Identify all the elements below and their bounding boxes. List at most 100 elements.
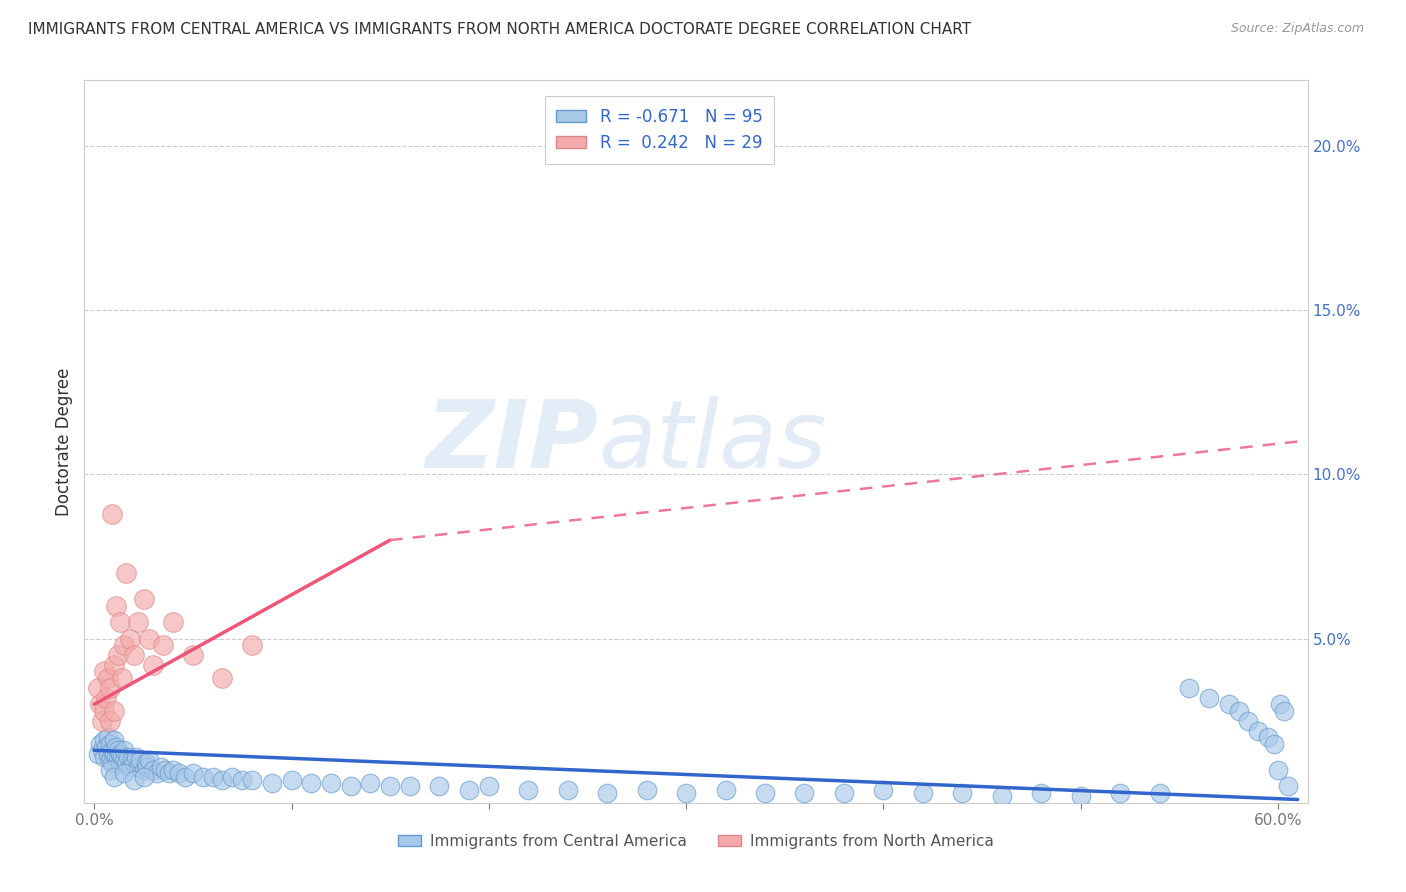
Text: ZIP: ZIP: [425, 395, 598, 488]
Point: [1109, 786, 1132, 800]
Point: [146, 766, 169, 780]
Point: [1268, 698, 1291, 712]
Point: [127, 615, 149, 630]
Point: [399, 780, 422, 794]
Point: [94, 739, 117, 754]
Point: [1227, 704, 1250, 718]
Point: [112, 638, 135, 652]
Point: [872, 782, 894, 797]
Point: [103, 770, 125, 784]
Point: [174, 770, 197, 784]
Point: [260, 776, 283, 790]
Point: [221, 770, 243, 784]
Point: [201, 770, 224, 784]
Point: [111, 749, 134, 764]
Point: [339, 780, 361, 794]
Point: [101, 756, 124, 771]
Point: [1277, 780, 1299, 794]
Point: [128, 753, 150, 767]
Point: [94, 690, 117, 705]
Point: [1149, 786, 1171, 800]
Point: [136, 760, 159, 774]
Point: [112, 753, 135, 767]
Point: [132, 763, 155, 777]
Point: [138, 753, 160, 767]
Point: [93, 665, 115, 679]
Point: [87, 747, 110, 761]
Point: [111, 671, 134, 685]
Legend: Immigrants from Central America, Immigrants from North America: Immigrants from Central America, Immigra…: [391, 826, 1001, 856]
Point: [167, 766, 190, 780]
Point: [87, 681, 110, 695]
Point: [181, 648, 204, 662]
Point: [104, 749, 127, 764]
Point: [108, 756, 131, 771]
Point: [714, 782, 737, 797]
Point: [832, 786, 855, 800]
Point: [211, 772, 233, 787]
Point: [754, 786, 776, 800]
Point: [93, 749, 115, 764]
Point: [118, 632, 141, 646]
Point: [240, 638, 263, 652]
Point: [97, 730, 120, 744]
Point: [359, 776, 381, 790]
Point: [132, 770, 155, 784]
Point: [104, 739, 127, 754]
Point: [97, 671, 120, 685]
Point: [121, 753, 143, 767]
Point: [98, 714, 121, 728]
Point: [135, 756, 157, 771]
Point: [1237, 714, 1260, 728]
Point: [1218, 698, 1240, 712]
Point: [152, 638, 174, 652]
Point: [211, 671, 233, 685]
Point: [142, 657, 165, 672]
Point: [1070, 789, 1092, 804]
Text: IMMIGRANTS FROM CENTRAL AMERICA VS IMMIGRANTS FROM NORTH AMERICA DOCTORATE DEGRE: IMMIGRANTS FROM CENTRAL AMERICA VS IMMIG…: [28, 22, 972, 37]
Point: [162, 615, 184, 630]
Point: [142, 763, 165, 777]
Point: [98, 681, 121, 695]
Point: [991, 789, 1014, 804]
Point: [122, 772, 145, 787]
Point: [1257, 730, 1279, 744]
Point: [181, 766, 204, 780]
Point: [91, 743, 114, 757]
Point: [911, 786, 934, 800]
Text: atlas: atlas: [598, 396, 827, 487]
Point: [299, 776, 322, 790]
Point: [108, 747, 131, 761]
Point: [1267, 763, 1289, 777]
Point: [103, 747, 125, 761]
Point: [1247, 723, 1270, 738]
Point: [950, 786, 973, 800]
Point: [93, 733, 115, 747]
Point: [1198, 690, 1220, 705]
Point: [793, 786, 815, 800]
Point: [478, 780, 501, 794]
Point: [596, 786, 619, 800]
Point: [114, 566, 136, 580]
Point: [138, 632, 160, 646]
Point: [124, 749, 146, 764]
Point: [117, 749, 139, 764]
Point: [191, 770, 214, 784]
Point: [150, 760, 173, 774]
Point: [1178, 681, 1201, 695]
Point: [114, 756, 136, 771]
Point: [1263, 737, 1285, 751]
Text: Source: ZipAtlas.com: Source: ZipAtlas.com: [1230, 22, 1364, 36]
Point: [104, 599, 127, 613]
Y-axis label: Doctorate Degree: Doctorate Degree: [55, 368, 73, 516]
Point: [98, 763, 121, 777]
Point: [112, 743, 135, 757]
Point: [97, 747, 120, 761]
Point: [103, 733, 125, 747]
Point: [458, 782, 481, 797]
Point: [675, 786, 697, 800]
Point: [319, 776, 342, 790]
Point: [127, 760, 149, 774]
Point: [107, 648, 129, 662]
Point: [557, 782, 579, 797]
